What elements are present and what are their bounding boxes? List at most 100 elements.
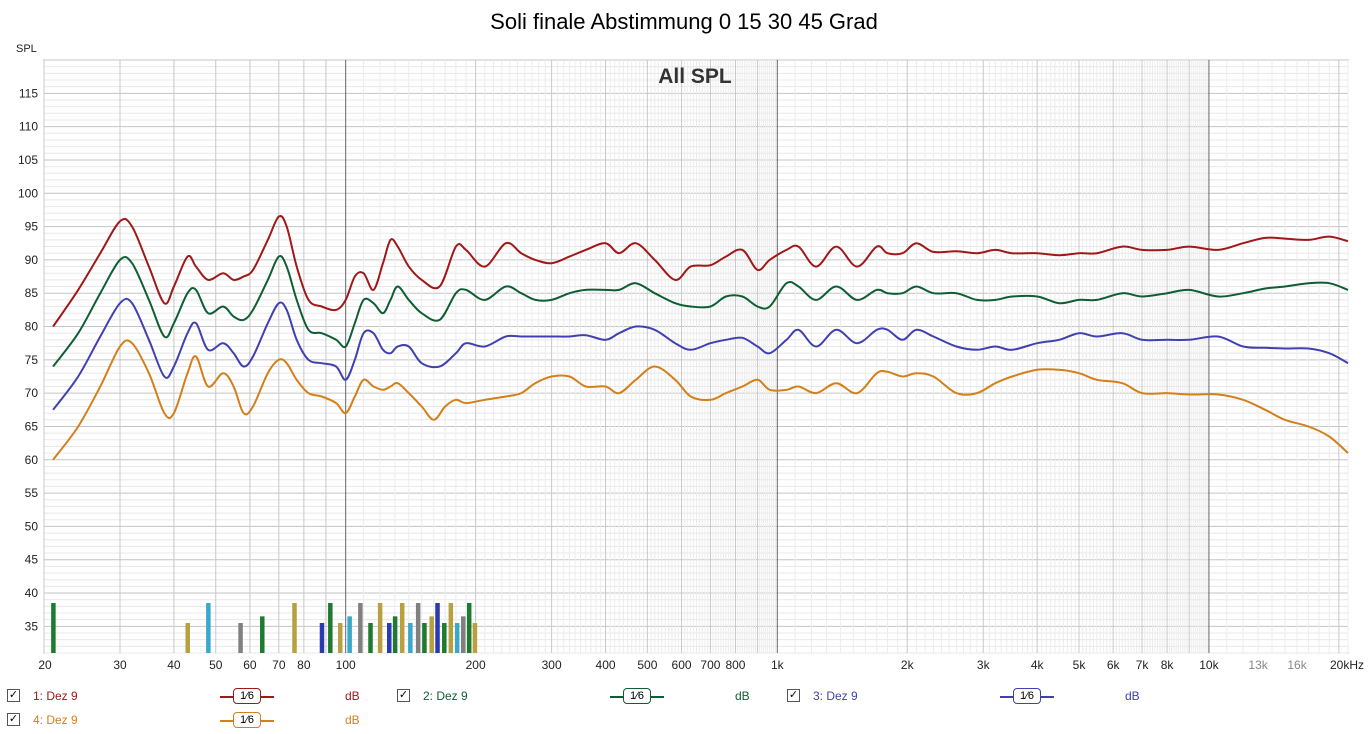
legend-item-1: ✓ 1: Dez 9 1⁄6 dB	[7, 686, 387, 706]
inner-title: All SPL	[658, 65, 732, 88]
smoothing-value-3: 1⁄6	[1013, 688, 1041, 704]
x-tick-label: 6k	[1107, 658, 1121, 672]
distortion-bar	[415, 603, 421, 653]
distortion-bar	[466, 603, 472, 653]
x-tick-label: 2k	[901, 658, 915, 672]
y-tick-labels: 35 40 45 50 55 60 65 70 75 80 85 90 95 100 105 110 115	[18, 86, 38, 633]
distortion-bar	[422, 623, 427, 653]
y-tick-label: 45	[25, 553, 39, 567]
x-tick-label: 20kHz	[1330, 658, 1364, 672]
distortion-bar	[260, 616, 265, 653]
y-tick-label: 65	[25, 419, 39, 433]
x-tick-labels: 20 30 40 50 60 70 80 100 200 300 400 500 600 700 800 1k…	[38, 658, 1364, 672]
distortion-bar	[461, 616, 466, 653]
distortion-bar	[399, 603, 405, 653]
distortion-bar	[358, 603, 363, 653]
smoothing-value-2: 1⁄6	[623, 688, 651, 704]
distortion-bars	[51, 603, 478, 653]
x-tick-label: 40	[167, 658, 181, 672]
smoothing-selector-1[interactable]: 1⁄6	[220, 688, 274, 704]
x-tick-label: 8k	[1161, 658, 1175, 672]
legend-label-4: 4: Dez 9	[33, 713, 78, 727]
smoothing-value-4: 1⁄6	[233, 712, 261, 728]
distortion-bar	[448, 603, 454, 653]
y-tick-label: 75	[25, 353, 39, 367]
x-tick-label: 60	[243, 658, 257, 672]
legend-label-3: 3: Dez 9	[813, 689, 858, 703]
y-tick-label: 85	[25, 286, 39, 300]
distortion-bar	[185, 623, 190, 653]
y-tick-label: 40	[25, 586, 39, 600]
smoothing-selector-2[interactable]: 1⁄6	[610, 688, 664, 704]
y-tick-label: 50	[25, 519, 39, 533]
y-tick-label: 115	[19, 86, 38, 100]
x-tick-label: 800	[725, 658, 745, 672]
distortion-bar	[51, 603, 56, 653]
distortion-bar	[319, 623, 325, 653]
y-tick-label: 105	[18, 153, 38, 167]
y-tick-label: 95	[25, 220, 39, 234]
y-tick-label: 55	[25, 486, 39, 500]
legend-checkbox-4[interactable]: ✓	[7, 713, 20, 726]
x-tick-label: 100	[336, 658, 356, 672]
smoothing-selector-3[interactable]: 1⁄6	[1000, 688, 1054, 704]
distortion-bar	[328, 603, 333, 653]
legend-item-3: ✓ 3: Dez 9 1⁄6 dB	[787, 686, 1167, 706]
x-tick-label: 5k	[1073, 658, 1087, 672]
distortion-bar	[435, 603, 440, 653]
legend-label-1: 1: Dez 9	[33, 689, 78, 703]
x-tick-label: 80	[297, 658, 311, 672]
unit-label-1: dB	[345, 689, 360, 703]
x-tick-label: 200	[466, 658, 486, 672]
series-line-2	[52, 255, 1349, 368]
distortion-bar	[408, 623, 413, 653]
distortion-bar	[206, 603, 211, 653]
x-tick-label: 13k	[1248, 658, 1268, 672]
x-tick-label: 1k	[771, 658, 785, 672]
y-tick-label: 35	[25, 619, 39, 633]
legend-label-2: 2: Dez 9	[423, 689, 468, 703]
curves	[52, 215, 1349, 461]
series-line-1	[52, 215, 1349, 328]
y-tick-label: 80	[25, 320, 39, 334]
x-tick-label: 30	[113, 658, 127, 672]
legend-item-4: ✓ 4: Dez 9 1⁄6 dB	[7, 710, 387, 730]
unit-label-3: dB	[1125, 689, 1140, 703]
smoothing-selector-4[interactable]: 1⁄6	[220, 712, 274, 728]
y-tick-label: 110	[19, 120, 38, 134]
x-tick-label: 16k	[1287, 658, 1307, 672]
unit-label-4: dB	[345, 713, 360, 727]
distortion-bar	[429, 616, 434, 653]
x-tick-label: 700	[700, 658, 720, 672]
chart-title: Soli finale Abstimmung 0 15 30 45 Grad	[490, 9, 878, 34]
spl-chart: 35 40 45 50 55 60 65 70 75 80 85 90 95 100 105 110 115 2…	[16, 9, 1364, 672]
distortion-bar	[368, 623, 373, 653]
x-tick-label: 3k	[977, 658, 991, 672]
smoothing-value-1: 1⁄6	[233, 688, 261, 704]
x-tick-label: 7k	[1136, 658, 1150, 672]
grid	[43, 59, 1349, 654]
distortion-bar	[442, 623, 447, 653]
y-tick-label: 100	[18, 186, 38, 200]
legend: ✓ 1: Dez 9 1⁄6 dB ✓ 2: Dez 9 1⁄6 dB ✓ 3:…	[0, 684, 1369, 734]
distortion-bar	[337, 623, 343, 653]
legend-checkbox-2[interactable]: ✓	[397, 689, 410, 702]
legend-checkbox-3[interactable]: ✓	[787, 689, 800, 702]
y-tick-label: 60	[25, 453, 39, 467]
legend-item-2: ✓ 2: Dez 9 1⁄6 dB	[397, 686, 777, 706]
distortion-bar	[387, 623, 392, 653]
x-tick-label: 600	[672, 658, 692, 672]
distortion-bar	[392, 616, 398, 653]
x-tick-label: 20	[38, 658, 52, 672]
x-tick-label: 50	[209, 658, 223, 672]
distortion-bar	[377, 603, 383, 653]
distortion-bar	[238, 623, 243, 653]
y-tick-label: 70	[25, 386, 39, 400]
distortion-bar	[292, 603, 297, 653]
distortion-bar	[472, 623, 478, 653]
distortion-bar	[454, 623, 460, 653]
unit-label-2: dB	[735, 689, 750, 703]
distortion-bar	[347, 616, 352, 653]
x-tick-label: 300	[542, 658, 562, 672]
legend-checkbox-1[interactable]: ✓	[7, 689, 20, 702]
